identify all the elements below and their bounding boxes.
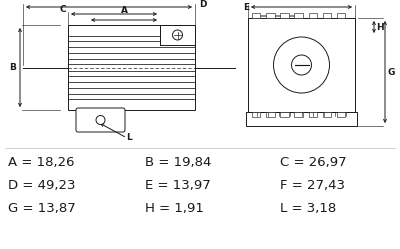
Text: A: A: [120, 6, 128, 15]
Text: C: C: [59, 4, 66, 13]
Bar: [323, 13, 331, 18]
FancyBboxPatch shape: [76, 108, 125, 132]
Bar: [266, 112, 275, 117]
Bar: [252, 13, 260, 18]
Bar: [68, 25, 195, 110]
Text: B = 19,84: B = 19,84: [145, 155, 211, 169]
Text: D = 49,23: D = 49,23: [8, 179, 76, 191]
Bar: [337, 13, 345, 18]
Text: H = 1,91: H = 1,91: [145, 201, 204, 214]
Text: D: D: [199, 0, 206, 8]
Text: F = 27,43: F = 27,43: [280, 179, 345, 191]
Text: G: G: [388, 67, 395, 76]
Bar: [280, 13, 289, 18]
Bar: [280, 112, 289, 117]
Text: E = 13,97: E = 13,97: [145, 179, 211, 191]
Bar: [294, 13, 303, 18]
Text: E: E: [243, 3, 249, 12]
Bar: [308, 112, 317, 117]
Bar: [323, 112, 331, 117]
Bar: [246, 112, 357, 126]
Text: F: F: [298, 0, 304, 1]
Text: C = 26,97: C = 26,97: [280, 155, 347, 169]
Circle shape: [172, 30, 182, 40]
Bar: [266, 13, 275, 18]
Text: G = 13,87: G = 13,87: [8, 201, 76, 214]
Bar: [160, 25, 195, 45]
Circle shape: [292, 55, 312, 75]
Bar: [337, 112, 345, 117]
Text: B: B: [9, 63, 16, 72]
Circle shape: [274, 37, 330, 93]
Text: L = 3,18: L = 3,18: [280, 201, 336, 214]
Text: L: L: [126, 133, 132, 142]
Bar: [248, 18, 355, 112]
Bar: [294, 112, 303, 117]
Text: H: H: [376, 22, 384, 32]
Bar: [252, 112, 260, 117]
Bar: [308, 13, 317, 18]
Circle shape: [96, 116, 105, 124]
Text: A = 18,26: A = 18,26: [8, 155, 74, 169]
